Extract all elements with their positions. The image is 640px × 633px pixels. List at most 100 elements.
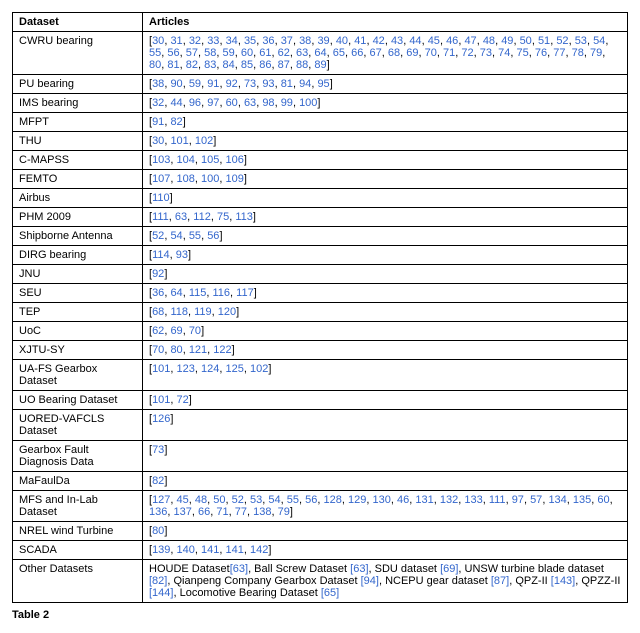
citation[interactable]: 110 — [152, 192, 170, 204]
citation[interactable]: [94] — [361, 575, 379, 587]
citation[interactable]: 83 — [204, 59, 216, 71]
citation[interactable]: 82 — [170, 116, 182, 128]
citation[interactable]: 62 — [278, 47, 290, 59]
citation[interactable]: 52 — [232, 494, 244, 506]
citation[interactable]: 46 — [446, 35, 458, 47]
citation[interactable]: 80 — [170, 344, 182, 356]
citation[interactable]: 71 — [216, 506, 228, 518]
citation[interactable]: 142 — [250, 544, 268, 556]
citation[interactable]: 82 — [186, 59, 198, 71]
citation[interactable]: 79 — [278, 506, 290, 518]
citation[interactable]: 74 — [498, 47, 510, 59]
citation[interactable]: 70 — [425, 47, 437, 59]
citation[interactable]: 75 — [517, 47, 529, 59]
citation[interactable]: 99 — [281, 97, 293, 109]
citation[interactable]: 48 — [195, 494, 207, 506]
citation[interactable]: 72 — [461, 47, 473, 59]
citation[interactable]: 50 — [213, 494, 225, 506]
citation[interactable]: 61 — [259, 47, 271, 59]
citation[interactable]: 127 — [152, 494, 170, 506]
citation[interactable]: 108 — [177, 173, 195, 185]
citation[interactable]: 30 — [152, 135, 164, 147]
citation[interactable]: 42 — [373, 35, 385, 47]
citation[interactable]: 52 — [556, 35, 568, 47]
citation[interactable]: 44 — [170, 97, 182, 109]
citation[interactable]: 77 — [553, 47, 565, 59]
citation[interactable]: 85 — [241, 59, 253, 71]
citation[interactable]: 47 — [464, 35, 476, 47]
citation[interactable]: 90 — [170, 78, 182, 90]
citation[interactable]: 60 — [597, 494, 609, 506]
citation[interactable]: 116 — [212, 287, 230, 299]
citation[interactable]: 64 — [170, 287, 182, 299]
citation[interactable]: 46 — [397, 494, 409, 506]
citation[interactable]: 56 — [305, 494, 317, 506]
citation[interactable]: 84 — [223, 59, 235, 71]
citation[interactable]: 132 — [440, 494, 458, 506]
citation[interactable]: 57 — [530, 494, 542, 506]
citation[interactable]: 54 — [268, 494, 280, 506]
citation[interactable]: 80 — [152, 525, 164, 537]
citation[interactable]: 86 — [259, 59, 271, 71]
citation[interactable]: 130 — [373, 494, 391, 506]
citation[interactable]: 69 — [170, 325, 182, 337]
citation[interactable]: 72 — [177, 394, 189, 406]
citation[interactable]: 77 — [235, 506, 247, 518]
citation[interactable]: 56 — [167, 47, 179, 59]
citation[interactable]: 31 — [170, 35, 182, 47]
citation[interactable]: 98 — [262, 97, 274, 109]
citation[interactable]: 68 — [152, 306, 164, 318]
citation[interactable]: 70 — [189, 325, 201, 337]
citation[interactable]: 111 — [152, 211, 169, 223]
citation[interactable]: 32 — [152, 97, 164, 109]
citation[interactable]: 49 — [501, 35, 513, 47]
citation[interactable]: 123 — [177, 363, 195, 375]
citation[interactable]: 58 — [204, 47, 216, 59]
citation[interactable]: 37 — [281, 35, 293, 47]
citation[interactable]: 100 — [299, 97, 317, 109]
citation[interactable]: 102 — [195, 135, 213, 147]
citation[interactable]: 52 — [152, 230, 164, 242]
citation[interactable]: 73 — [480, 47, 492, 59]
citation[interactable]: 66 — [351, 47, 363, 59]
citation[interactable]: 55 — [189, 230, 201, 242]
citation[interactable]: 96 — [189, 97, 201, 109]
citation[interactable]: 57 — [186, 47, 198, 59]
citation[interactable]: 69 — [406, 47, 418, 59]
citation[interactable]: 62 — [152, 325, 164, 337]
citation[interactable]: 109 — [226, 173, 244, 185]
citation[interactable]: 124 — [201, 363, 219, 375]
citation[interactable]: 138 — [253, 506, 271, 518]
citation[interactable]: 41 — [354, 35, 366, 47]
citation[interactable]: 38 — [152, 78, 164, 90]
citation[interactable]: 56 — [207, 230, 219, 242]
citation[interactable]: 115 — [189, 287, 207, 299]
citation[interactable]: 88 — [296, 59, 308, 71]
citation[interactable]: 92 — [152, 268, 164, 280]
citation[interactable]: 81 — [281, 78, 293, 90]
citation[interactable]: 141 — [226, 544, 244, 556]
citation[interactable]: 60 — [241, 47, 253, 59]
citation[interactable]: [82] — [149, 575, 167, 587]
citation[interactable]: 89 — [314, 59, 326, 71]
citation[interactable]: 140 — [177, 544, 195, 556]
citation[interactable]: 104 — [177, 154, 195, 166]
citation[interactable]: 137 — [173, 506, 191, 518]
citation[interactable]: [63] — [230, 563, 248, 575]
citation[interactable]: 139 — [152, 544, 170, 556]
citation[interactable]: 117 — [236, 287, 254, 299]
citation[interactable]: [63] — [350, 563, 368, 575]
citation[interactable]: [143] — [551, 575, 575, 587]
citation[interactable]: 141 — [201, 544, 219, 556]
citation[interactable]: 63 — [244, 97, 256, 109]
citation[interactable]: 113 — [235, 211, 253, 223]
citation[interactable]: 63 — [175, 211, 187, 223]
citation[interactable]: 36 — [262, 35, 274, 47]
citation[interactable]: 128 — [324, 494, 342, 506]
citation[interactable]: 48 — [483, 35, 495, 47]
citation[interactable]: 55 — [287, 494, 299, 506]
citation[interactable]: 45 — [428, 35, 440, 47]
citation[interactable]: 135 — [573, 494, 591, 506]
citation[interactable]: 32 — [189, 35, 201, 47]
citation[interactable]: 101 — [152, 394, 170, 406]
